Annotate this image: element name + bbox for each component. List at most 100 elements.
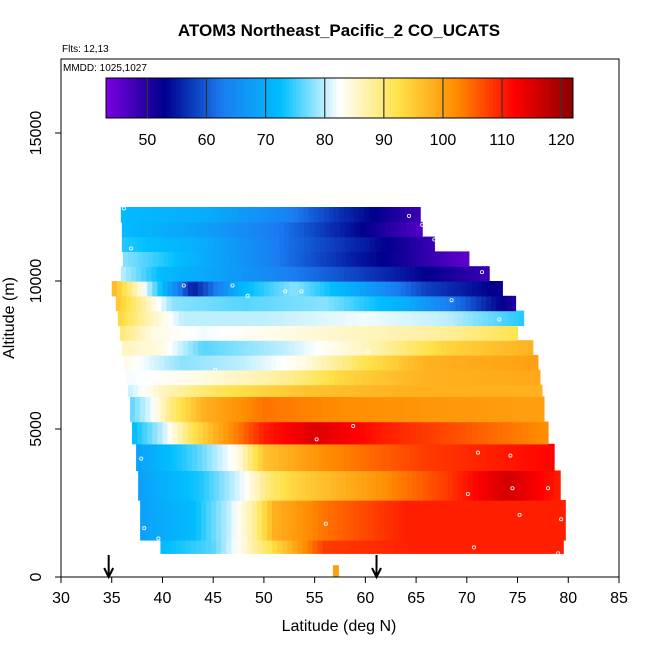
heat-cell — [375, 236, 382, 252]
heat-cell — [287, 540, 293, 554]
heat-cell — [460, 266, 467, 282]
y-tick-label: 0 — [28, 572, 45, 581]
heat-cell — [518, 310, 525, 326]
heat-cell — [527, 421, 534, 445]
heat-cell — [337, 500, 344, 541]
heat-cell — [196, 443, 203, 472]
heat-cell — [204, 470, 210, 501]
heat-cell — [273, 369, 279, 386]
heat-cell — [432, 470, 438, 501]
colorbar-segment — [399, 78, 404, 118]
heat-cell — [391, 251, 398, 267]
heat-cell — [340, 221, 346, 238]
heat-cell — [389, 207, 396, 223]
heat-cell — [495, 500, 501, 541]
heat-cell — [125, 295, 132, 312]
colorbar-segment — [316, 78, 320, 118]
heat-cell — [345, 340, 351, 356]
heat-cell — [434, 325, 441, 341]
heat-cell — [175, 396, 182, 423]
heat-cell — [308, 295, 315, 312]
heat-cell — [488, 310, 494, 326]
colorbar-segment — [349, 78, 354, 118]
heat-cell — [273, 443, 279, 472]
heat-cell — [282, 396, 288, 423]
heat-cell — [268, 281, 275, 297]
heat-cell — [253, 340, 260, 356]
heat-cell — [365, 340, 372, 356]
heat-cell — [177, 281, 184, 297]
heat-cell — [285, 384, 291, 398]
heat-cell — [454, 325, 461, 341]
heat-cell — [160, 396, 167, 423]
heat-cell — [181, 295, 188, 312]
colorbar-segment — [109, 78, 114, 118]
colorbar-segment — [219, 78, 224, 118]
colorbar-segment — [236, 78, 240, 118]
heat-cell — [371, 470, 378, 501]
heat-cell — [294, 340, 301, 356]
heat-cell — [290, 310, 296, 326]
heat-cell — [332, 540, 339, 554]
heat-cell — [247, 207, 254, 223]
heat-cell — [403, 540, 410, 554]
heat-cell — [186, 266, 193, 282]
heat-cell — [362, 355, 368, 371]
heat-cell — [513, 384, 520, 398]
heat-cell — [465, 266, 472, 282]
heat-cell — [330, 251, 337, 267]
heat-cell — [167, 236, 174, 252]
heat-cell — [389, 443, 396, 472]
heat-cell — [482, 340, 488, 356]
heat-cell — [520, 540, 527, 554]
heat-cell — [309, 236, 316, 252]
heat-cell — [165, 500, 172, 541]
heat-cell — [359, 207, 365, 223]
heat-cell — [394, 295, 401, 312]
heat-cell — [513, 470, 520, 501]
heat-cell — [163, 384, 170, 398]
heat-cell — [312, 500, 319, 541]
heat-cell — [228, 236, 235, 252]
heat-cell — [346, 310, 352, 326]
heat-cell — [432, 310, 438, 326]
heat-cell — [444, 325, 451, 341]
heat-cell — [138, 384, 144, 398]
heat-cell — [258, 236, 265, 252]
colorbar-segment — [389, 78, 394, 118]
heat-cell — [517, 421, 524, 445]
heat-cell — [487, 281, 493, 297]
heat-cell — [379, 295, 386, 312]
heat-cell — [258, 281, 265, 297]
heat-cell — [322, 396, 329, 423]
heat-cell — [232, 295, 239, 312]
heat-cell — [475, 443, 482, 472]
heat-cell — [387, 355, 394, 371]
heat-cell — [241, 325, 248, 341]
heat-cell — [214, 310, 220, 326]
heat-cell — [152, 281, 158, 297]
colorbar-segment — [359, 78, 364, 118]
heat-cell — [184, 355, 191, 371]
heat-cell — [432, 384, 438, 398]
heat-cell — [471, 340, 478, 356]
colorbar-segment — [189, 78, 194, 118]
heat-cell — [380, 281, 387, 297]
heat-cell — [316, 355, 323, 371]
heat-cell — [162, 281, 169, 297]
heat-cell — [417, 310, 423, 326]
heat-cell — [190, 325, 197, 341]
heat-cell — [261, 396, 268, 423]
heat-cell — [396, 470, 403, 501]
heat-cell — [361, 384, 367, 398]
heat-cell — [228, 281, 235, 297]
heat-cell — [480, 500, 486, 541]
heat-cell — [241, 540, 248, 554]
heat-cell — [328, 207, 335, 223]
heat-cell — [344, 295, 350, 312]
heat-cell — [235, 355, 242, 371]
heat-cell — [268, 421, 275, 445]
heat-cell — [391, 384, 398, 398]
heat-cell — [176, 295, 183, 312]
heat-cell — [401, 251, 408, 267]
